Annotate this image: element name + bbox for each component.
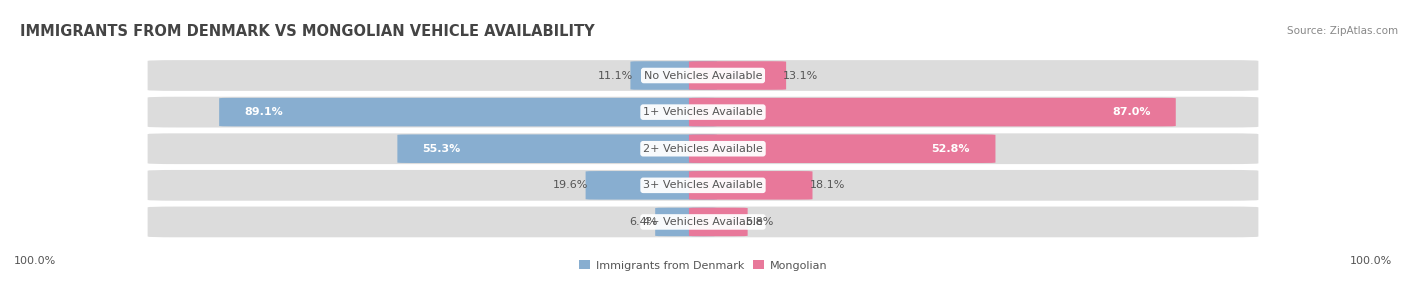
Text: 100.0%: 100.0% — [1350, 256, 1392, 266]
FancyBboxPatch shape — [689, 61, 786, 90]
FancyBboxPatch shape — [148, 206, 1258, 237]
FancyBboxPatch shape — [219, 98, 717, 126]
FancyBboxPatch shape — [148, 133, 1258, 164]
Text: 18.1%: 18.1% — [810, 180, 845, 190]
FancyBboxPatch shape — [689, 208, 748, 236]
Text: 52.8%: 52.8% — [932, 144, 970, 154]
Text: 100.0%: 100.0% — [14, 256, 56, 266]
FancyBboxPatch shape — [148, 170, 1258, 201]
Text: IMMIGRANTS FROM DENMARK VS MONGOLIAN VEHICLE AVAILABILITY: IMMIGRANTS FROM DENMARK VS MONGOLIAN VEH… — [20, 24, 595, 39]
FancyBboxPatch shape — [689, 98, 1175, 126]
Text: 5.8%: 5.8% — [745, 217, 773, 227]
FancyBboxPatch shape — [689, 134, 995, 163]
Text: 2+ Vehicles Available: 2+ Vehicles Available — [643, 144, 763, 154]
FancyBboxPatch shape — [689, 171, 813, 200]
Text: 11.1%: 11.1% — [598, 71, 633, 80]
Text: 19.6%: 19.6% — [553, 180, 588, 190]
Text: 87.0%: 87.0% — [1112, 107, 1150, 117]
FancyBboxPatch shape — [585, 171, 717, 200]
Text: 55.3%: 55.3% — [423, 144, 461, 154]
FancyBboxPatch shape — [398, 134, 717, 163]
Text: 3+ Vehicles Available: 3+ Vehicles Available — [643, 180, 763, 190]
Text: 1+ Vehicles Available: 1+ Vehicles Available — [643, 107, 763, 117]
Text: 4+ Vehicles Available: 4+ Vehicles Available — [643, 217, 763, 227]
FancyBboxPatch shape — [630, 61, 717, 90]
FancyBboxPatch shape — [148, 97, 1258, 128]
FancyBboxPatch shape — [148, 60, 1258, 91]
Text: No Vehicles Available: No Vehicles Available — [644, 71, 762, 80]
FancyBboxPatch shape — [655, 208, 717, 236]
Text: 89.1%: 89.1% — [245, 107, 283, 117]
Text: 13.1%: 13.1% — [783, 71, 818, 80]
Legend: Immigrants from Denmark, Mongolian: Immigrants from Denmark, Mongolian — [575, 256, 831, 275]
Text: 6.4%: 6.4% — [630, 217, 658, 227]
Text: Source: ZipAtlas.com: Source: ZipAtlas.com — [1286, 27, 1398, 36]
